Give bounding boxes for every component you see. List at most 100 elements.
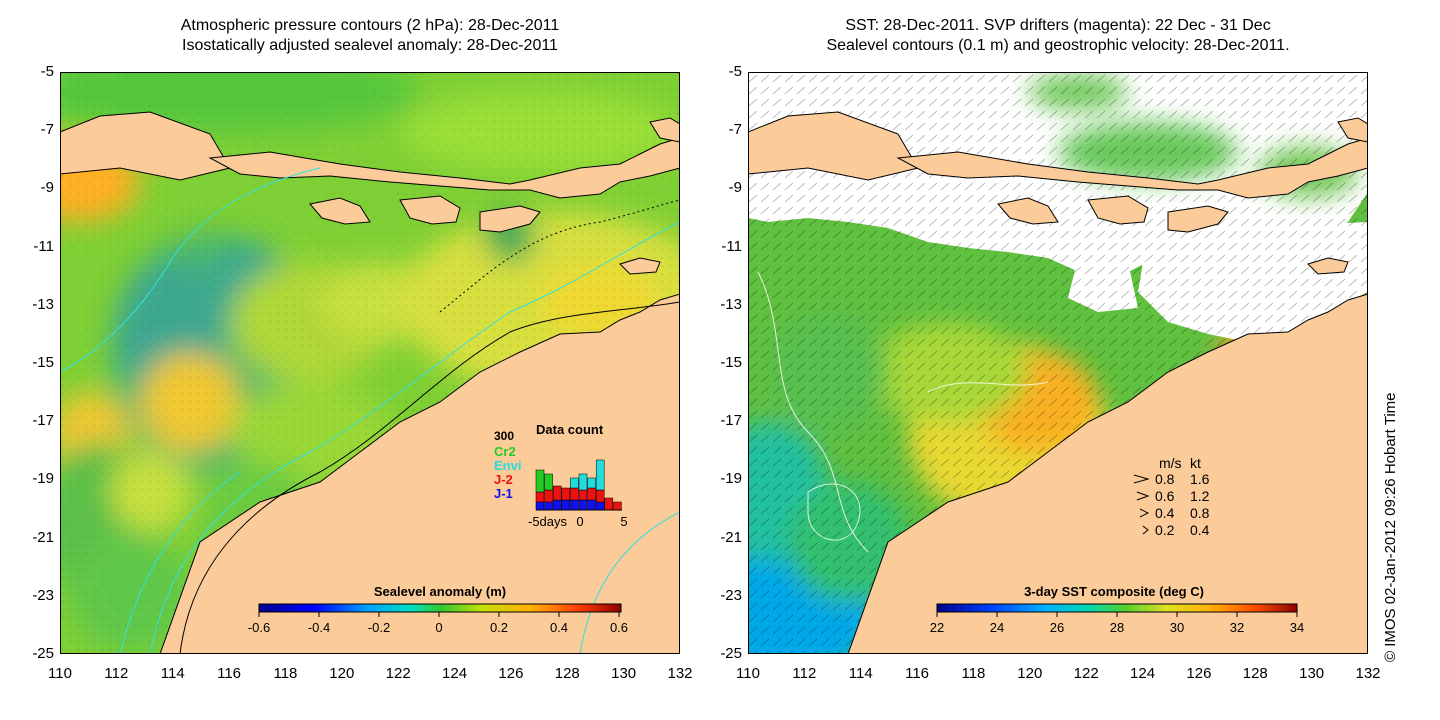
left-lat-tick: -21 [32,528,54,546]
right-lon-tick: 132 [1355,665,1381,682]
right-lon-tick: 122 [1073,665,1099,682]
left-lon-tick: 132 [667,665,693,682]
sla-colorbar-label: Sealevel anomaly (m) [374,584,506,599]
velocity-ms: 0.6 [1155,488,1175,504]
right-lat-tick: -15 [720,354,742,371]
sst-colorbar-tick-label: 32 [1230,620,1244,635]
x-label-5: 5 [620,514,627,529]
sst-colorbar-label: 3-day SST composite (deg C) [1024,584,1204,599]
right-lon-tick: 128 [1242,665,1268,682]
left-lat-tick: -9 [40,179,54,197]
left-lat-tick: -17 [32,412,54,430]
right-lat-tick: -13 [720,295,742,313]
velocity-arrow [1142,525,1149,535]
sla-colorbar-tick-label: -0.2 [368,620,390,635]
data-count-bar [535,469,545,493]
bathymetry-contours [60,167,680,654]
right-lat-tick: -7 [728,121,742,139]
left-lat-tick: -7 [40,121,54,139]
sst-colorbar-tick-label: 24 [990,620,1004,635]
pressure-contours [179,199,680,654]
left-lon-tick: 124 [442,665,468,682]
velocity-arrow [1139,508,1150,518]
right-title-line2: Sealevel contours (0.1 m) and geostrophi… [826,37,1290,54]
left-lat-tick: -11 [33,237,54,255]
data-count-bar [544,473,553,491]
left-lon-tick: 118 [273,665,298,682]
velocity-kt: 0.4 [1190,522,1210,538]
data-count-bar [561,487,571,501]
left-lon-tick: 126 [498,665,524,682]
data-count-title: Data count [536,422,604,437]
legend-j1: J-1 [494,486,513,501]
velocity-ms: 0.4 [1155,505,1175,521]
sla-colorbar-tick-label: -0.4 [308,620,330,635]
sst-colorbar-tick-label: 30 [1170,620,1184,635]
sst-colorbar: 3-day SST composite (deg C) 22 24 26 28 30 32… [930,584,1304,635]
velocity-header-ms: m/s [1159,455,1182,471]
x-label-minus5: -5days [528,514,568,529]
sst-colorbar-tick-label: 28 [1110,620,1124,635]
sealevel-contours [757,271,1049,553]
left-lon-tick: 130 [611,665,637,682]
right-panel-title: SST: 28-Dec-2011. SVP drifters (magenta)… [748,16,1368,56]
right-lon-tick: 110 [736,665,760,682]
right-lat-tick: -21 [720,528,742,546]
data-count-max: 300 [494,429,514,443]
right-lon-tick: 112 [792,665,817,682]
velocity-ms: 0.8 [1155,471,1175,487]
right-title-line1: SST: 28-Dec-2011. SVP drifters (magenta)… [845,17,1271,34]
left-lat-tick: -25 [32,645,54,662]
legend-envi: Envi [494,458,521,473]
left-lat-tick: -5 [40,63,54,80]
left-title-line2: Isostatically adjusted sealevel anomaly:… [182,37,558,54]
left-lon-tick: 120 [329,665,355,682]
right-lat-tick: -19 [720,470,742,488]
right-lon-tick: 130 [1299,665,1325,682]
left-lat-tick: -15 [32,354,54,371]
left-title-line1: Atmospheric pressure contours (2 hPa): 2… [180,17,560,34]
right-lon-tick: 118 [961,665,986,682]
left-lon-tick: 116 [217,665,242,682]
sst-colorbar-tick-label: 22 [930,620,944,635]
right-lon-tick: 124 [1130,665,1156,682]
left-map-frame [60,72,680,654]
sla-colorbar: Sealevel anomaly (m) -0.6 -0.4 -0.2 0 0.2 0.4… [248,584,628,635]
sealevel-anomaly-map: Sealevel anomaly (m) -0.6 -0.4 -0.2 0 0.2 0.4… [60,72,680,654]
velocity-kt: 0.8 [1190,505,1210,521]
left-lon-tick: 122 [385,665,411,682]
sst-colorbar-tick-label: 26 [1050,620,1064,635]
velocity-ms: 0.2 [1155,522,1175,538]
right-lat-tick: -17 [720,412,742,430]
left-lon-tick: 128 [554,665,580,682]
data-count-bar [578,473,588,491]
left-lat-tick: -19 [32,470,54,488]
land-masses [60,111,680,654]
right-map-frame [748,72,1368,654]
right-lat-tick: -5 [728,63,742,80]
velocity-arrow [1136,491,1150,501]
sst-colorbar-tick-label: 34 [1290,620,1304,635]
velocity-arrow [1133,474,1150,484]
imos-credit: © IMOS 02-Jan-2012 09:26 Hobart Time [1382,392,1399,662]
legend-j2: J-2 [494,472,513,487]
sla-colorbar-tick-label: 0.2 [490,620,508,635]
right-lat-tick: -11 [721,237,742,255]
right-lon-tick: 116 [905,665,930,682]
sla-colorbar-tick-label: -0.6 [248,620,270,635]
right-lat-tick: -25 [720,645,742,662]
land-masses-right [748,111,1368,654]
velocity-kt: 1.2 [1190,488,1210,504]
legend-cr2: Cr2 [494,444,516,459]
right-lat-tick: -23 [720,586,742,604]
left-panel-title: Atmospheric pressure contours (2 hPa): 2… [60,16,680,56]
data-count-bar [587,477,596,489]
left-lon-tick: 110 [48,665,72,682]
right-lon-tick: 126 [1186,665,1212,682]
sla-colorbar-tick-label: 0 [435,620,442,635]
velocity-legend: m/s kt 0.8 1.60.6 1.20.4 0.80.2 0.4 [1133,455,1210,538]
left-lat-tick: -23 [32,586,54,604]
right-lon-tick: 120 [1017,665,1043,682]
data-count-bar [595,459,605,491]
data-count-bar [570,477,579,489]
